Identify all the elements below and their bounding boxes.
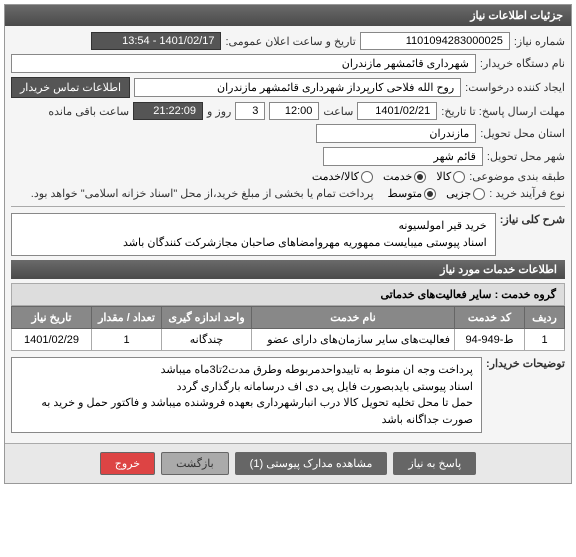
contact-info-button[interactable]: اطلاعات تماس خریدار xyxy=(11,77,130,98)
radio-partial-label: جزیی xyxy=(446,187,471,200)
footer-buttons: پاسخ به نیاز مشاهده مدارک پیوستی (1) باز… xyxy=(5,443,571,483)
th-date: تاریخ نیاز xyxy=(12,307,92,329)
radio-both-label: کالا/خدمت xyxy=(312,170,359,183)
radio-both[interactable]: کالا/خدمت xyxy=(312,170,373,183)
group-value: سایر فعالیت‌های خدماتی xyxy=(380,289,491,301)
remaining-label: ساعت باقی مانده xyxy=(48,105,129,118)
explain-label: توضیحات خریدار: xyxy=(486,357,565,370)
buyer-field: شهرداری قائمشهر مازندران xyxy=(11,54,476,73)
radio-icon xyxy=(473,188,485,200)
cell-unit: چندگانه xyxy=(162,329,252,351)
attachments-button[interactable]: مشاهده مدارک پیوستی (1) xyxy=(235,452,388,475)
cell-row: 1 xyxy=(525,329,565,351)
radio-goods[interactable]: کالا xyxy=(436,170,465,183)
th-row: ردیف xyxy=(525,307,565,329)
th-unit: واحد اندازه گیری xyxy=(162,307,252,329)
days-label: روز و xyxy=(207,105,231,118)
services-header: اطلاعات خدمات مورد نیاز xyxy=(11,260,565,279)
group-label: گروه خدمت : xyxy=(495,289,556,301)
table-header-row: ردیف کد خدمت نام خدمت واحد اندازه گیری ت… xyxy=(12,307,565,329)
radio-icon xyxy=(453,171,465,183)
radio-partial[interactable]: جزیی xyxy=(446,187,485,200)
th-name: نام خدمت xyxy=(252,307,455,329)
request-no-field: 1101094283000025 xyxy=(360,32,510,50)
city-field: قائم شهر xyxy=(323,147,483,166)
province-label: استان محل تحویل: xyxy=(480,127,565,140)
radio-medium[interactable]: متوسط xyxy=(388,187,437,200)
category-radio-group: کالا خدمت کالا/خدمت xyxy=(312,170,465,183)
exit-button[interactable]: خروج xyxy=(100,452,155,475)
days-field: 3 xyxy=(235,102,265,120)
province-field: مازندران xyxy=(316,124,476,143)
deadline-time-field: 12:00 xyxy=(269,102,319,120)
process-label: نوع فرآیند خرید : xyxy=(489,187,565,200)
radio-icon xyxy=(414,171,426,183)
cell-code: ط-949-94 xyxy=(455,329,525,351)
details-panel: جزئیات اطلاعات نیاز شماره نیاز: 11010942… xyxy=(4,4,572,484)
deadline-date-field: 1401/02/21 xyxy=(357,102,437,120)
buyer-label: نام دستگاه خریدار: xyxy=(480,57,565,70)
process-radio-group: جزیی متوسط xyxy=(388,187,486,200)
services-table: ردیف کد خدمت نام خدمت واحد اندازه گیری ت… xyxy=(11,306,565,351)
th-qty: تعداد / مقدار xyxy=(92,307,162,329)
deadline-label: مهلت ارسال پاسخ: تا تاریخ: xyxy=(441,105,565,118)
category-label: طبقه بندی موضوعی: xyxy=(469,170,565,183)
radio-service-label: خدمت xyxy=(383,170,412,183)
divider xyxy=(11,206,565,207)
radio-icon xyxy=(361,171,373,183)
explain-box: پرداخت وجه ان منوط به تاییدواحدمربوطه وط… xyxy=(11,357,482,433)
service-group-row: گروه خدمت : سایر فعالیت‌های خدماتی xyxy=(11,283,565,306)
th-code: کد خدمت xyxy=(455,307,525,329)
panel-body: شماره نیاز: 1101094283000025 تاریخ و ساع… xyxy=(5,26,571,443)
cell-qty: 1 xyxy=(92,329,162,351)
respond-button[interactable]: پاسخ به نیاز xyxy=(393,452,476,475)
cell-date: 1401/02/29 xyxy=(12,329,92,351)
city-label: شهر محل تحویل: xyxy=(487,150,565,163)
cell-name: فعالیت‌های سایر سازمان‌های دارای عضو xyxy=(252,329,455,351)
back-button[interactable]: بازگشت xyxy=(161,452,229,475)
requester-label: ایجاد کننده درخواست: xyxy=(465,81,565,94)
remaining-time-field: 21:22:09 xyxy=(133,102,203,120)
announce-field: 1401/02/17 - 13:54 xyxy=(91,32,221,50)
radio-goods-label: کالا xyxy=(436,170,451,183)
radio-service[interactable]: خدمت xyxy=(383,170,426,183)
requester-field: روح الله فلاحی کارپرداز شهرداری قائمشهر … xyxy=(134,78,461,97)
main-desc-label: شرح کلی نیاز: xyxy=(500,213,565,226)
main-desc-box: خرید قیر امولسیونه اسناد پیوستی میبایست … xyxy=(11,213,496,256)
time-label: ساعت xyxy=(323,105,353,118)
panel-title: جزئیات اطلاعات نیاز xyxy=(5,5,571,26)
table-row[interactable]: 1 ط-949-94 فعالیت‌های سایر سازمان‌های دا… xyxy=(12,329,565,351)
request-no-label: شماره نیاز: xyxy=(514,35,565,48)
radio-medium-label: متوسط xyxy=(388,187,423,200)
announce-label: تاریخ و ساعت اعلان عمومی: xyxy=(225,35,355,48)
process-note: پرداخت تمام یا بخشی از مبلغ خرید،از محل … xyxy=(31,187,374,200)
radio-icon xyxy=(424,188,436,200)
